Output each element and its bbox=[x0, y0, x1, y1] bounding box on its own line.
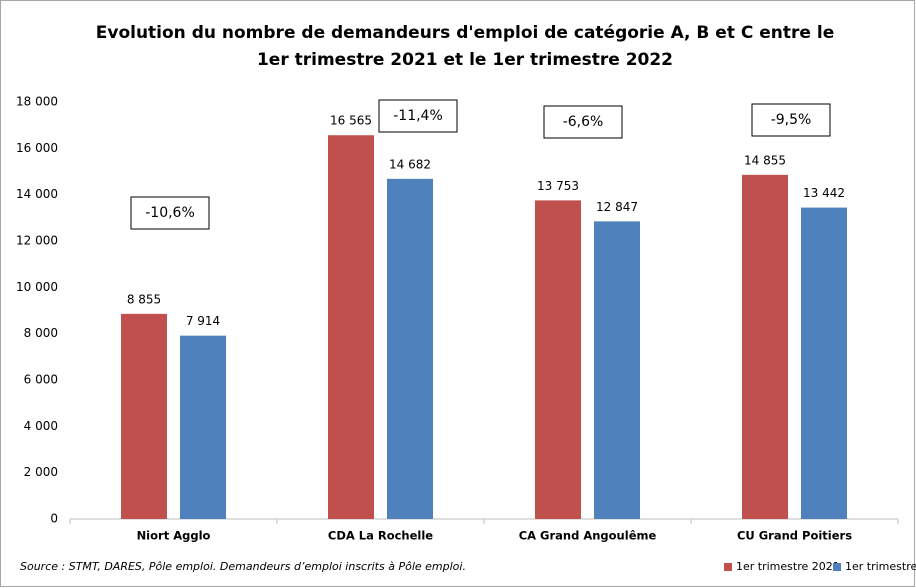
bar bbox=[535, 200, 581, 519]
bar bbox=[328, 135, 374, 519]
value-label: 14 682 bbox=[389, 157, 431, 171]
value-label: 13 753 bbox=[537, 179, 579, 193]
annotation: -9,5% bbox=[771, 112, 812, 128]
bar bbox=[742, 174, 788, 519]
legend-swatch bbox=[833, 563, 841, 571]
y-tick-label: 8 000 bbox=[24, 326, 58, 340]
legend-swatch bbox=[724, 563, 732, 571]
y-tick-label: 12 000 bbox=[16, 234, 58, 248]
y-tick-label: 6 000 bbox=[24, 373, 58, 387]
bar bbox=[121, 313, 167, 519]
y-tick-label: 14 000 bbox=[16, 187, 58, 201]
value-label: 13 442 bbox=[803, 186, 845, 200]
source-note: Source : STMT, DARES, Pôle emploi. Deman… bbox=[20, 560, 466, 573]
bar bbox=[387, 178, 433, 519]
legend-label: 1er trimestre 2022 bbox=[845, 560, 916, 573]
annotation-box bbox=[130, 196, 210, 230]
annotation: -11,4% bbox=[393, 108, 443, 124]
bar bbox=[180, 335, 226, 519]
bar bbox=[801, 207, 847, 519]
y-tick-label: 2 000 bbox=[24, 465, 58, 479]
value-label: 7 914 bbox=[186, 314, 220, 328]
y-tick-label: 4 000 bbox=[24, 419, 58, 433]
annotation-box bbox=[543, 105, 623, 139]
value-label: 16 565 bbox=[330, 114, 372, 128]
annotation-box bbox=[751, 103, 831, 137]
x-tick-label: CDA La Rochelle bbox=[328, 529, 433, 543]
x-tick-label: Niort Agglo bbox=[137, 529, 211, 543]
value-label: 14 855 bbox=[744, 153, 786, 167]
x-tick-label: CU Grand Poitiers bbox=[737, 529, 852, 543]
legend-label: 1er trimestre 2021 bbox=[736, 560, 840, 573]
annotation-box bbox=[378, 99, 458, 133]
annotation: -6,6% bbox=[563, 114, 604, 130]
chart-title: Evolution du nombre de demandeurs d'empl… bbox=[96, 23, 834, 43]
annotation: -10,6% bbox=[145, 205, 195, 221]
y-tick-label: 18 000 bbox=[16, 95, 58, 109]
y-tick-label: 0 bbox=[50, 512, 58, 526]
y-tick-label: 10 000 bbox=[16, 280, 58, 294]
value-label: 8 855 bbox=[127, 292, 161, 306]
chart-title: 1er trimestre 2021 et le 1er trimestre 2… bbox=[257, 50, 673, 70]
x-tick-label: CA Grand Angoulême bbox=[519, 529, 657, 543]
y-tick-label: 16 000 bbox=[16, 141, 58, 155]
value-label: 12 847 bbox=[596, 200, 638, 214]
bar bbox=[594, 221, 640, 519]
